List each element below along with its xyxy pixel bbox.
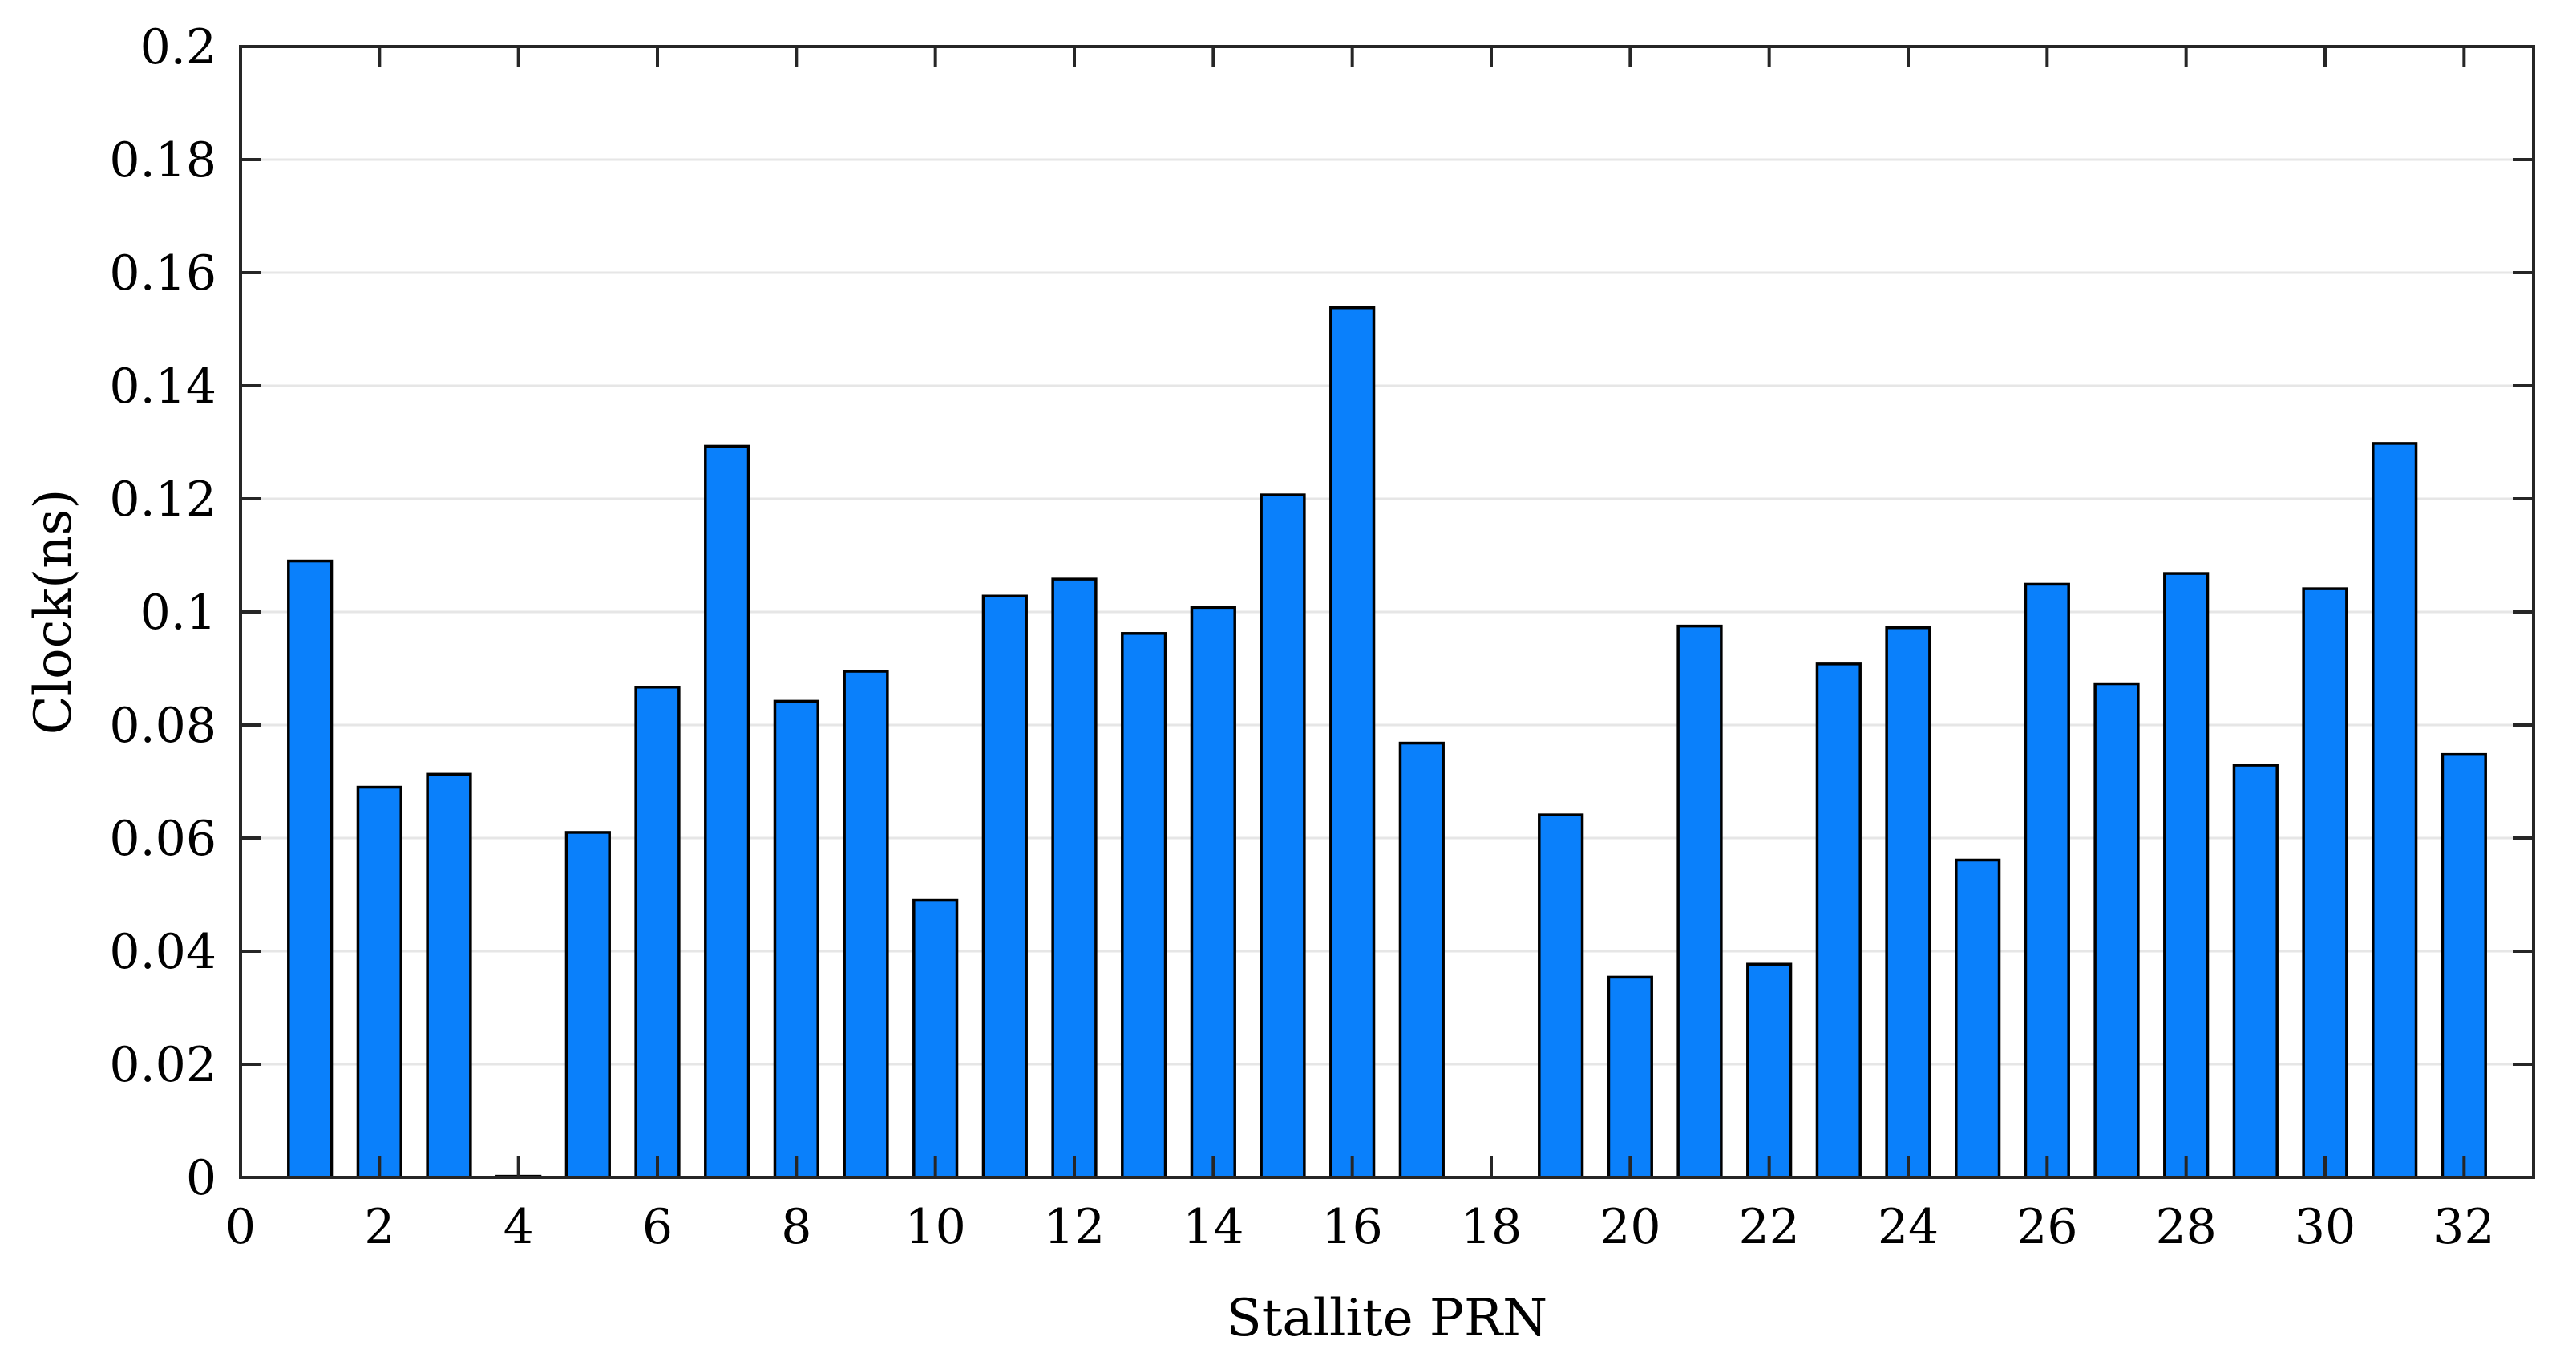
x-tick-label: 10 [904,1199,965,1255]
bar-prn-27 [2093,682,2140,1179]
x-tick-label: 12 [1044,1199,1105,1255]
bar-prn-26 [2024,582,2070,1179]
x-tick-label: 20 [1599,1199,1660,1255]
x-tick-label: 30 [2295,1199,2356,1255]
bar-prn-29 [2232,764,2279,1179]
x-tick-label: 22 [1738,1199,1799,1255]
bar-prn-19 [1538,813,1584,1179]
y-tick-label: 0.2 [140,19,216,75]
x-tick-label: 0 [225,1199,256,1255]
x-tick-label: 2 [364,1199,394,1255]
bar-prn-32 [2441,752,2487,1179]
bar-prn-3 [426,772,472,1179]
x-tick-label: 24 [1878,1199,1939,1255]
y-tick-label: 0.12 [109,472,216,528]
x-tick-labels: 0 2 4 6 8 10 12 14 16 18 20 22 24 26 28 30 32 [225,1199,2495,1255]
bar-prn-8 [773,699,819,1179]
x-tick-label: 16 [1321,1199,1382,1255]
y-tick-label: 0 [186,1150,216,1206]
bar-prn-1 [287,559,334,1179]
bar-prn-2 [356,785,402,1179]
bar-prn-16 [1329,306,1376,1179]
y-tick-label: 0.14 [109,358,216,415]
bar-prn-20 [1607,975,1653,1179]
bar-prn-30 [2302,587,2348,1179]
bar-prn-7 [704,444,750,1179]
y-tick-label: 0.08 [109,698,216,754]
bar-prn-21 [1676,624,1723,1179]
y-tick-label: 0.04 [109,924,216,980]
x-tick-label: 14 [1183,1199,1244,1255]
x-tick-label: 8 [781,1199,811,1255]
y-tick-label: 0.06 [109,811,216,867]
grid-lines [241,158,2534,1066]
bar-prn-9 [843,670,889,1179]
y-tick-labels: 0 0.02 0.04 0.06 0.08 0.1 0.12 0.14 0.16 0.18 0.2 [109,19,216,1206]
bars [287,306,2487,1179]
y-tick-label: 0.1 [140,585,216,641]
bar-prn-25 [1955,858,2001,1179]
bar-prn-11 [981,594,1028,1179]
bar-prn-24 [1885,626,1931,1179]
y-tick-label: 0.16 [109,245,216,302]
y-axis-label: Clock(ns) [24,489,83,735]
bar-prn-14 [1190,606,1236,1179]
x-tick-label: 4 [503,1199,534,1255]
x-tick-label: 26 [2016,1199,2077,1255]
bar-prn-31 [2372,442,2418,1179]
bar-prn-10 [912,898,959,1179]
axis-ticks [239,45,2534,1179]
bar-prn-6 [634,686,681,1179]
bar-prn-12 [1051,577,1098,1179]
x-axis-label: Stallite PRN [1227,1289,1547,1348]
bar-prn-15 [1260,493,1306,1179]
bar-prn-13 [1121,632,1167,1179]
x-tick-label: 6 [642,1199,673,1255]
x-tick-label: 28 [2155,1199,2216,1255]
bar-prn-28 [2163,572,2210,1179]
bar-prn-22 [1746,962,1793,1179]
y-tick-label: 0.02 [109,1037,216,1093]
y-tick-label: 0.18 [109,132,216,188]
bar-prn-5 [564,831,611,1179]
x-tick-label: 32 [2433,1199,2494,1255]
bar-prn-23 [1815,662,1862,1179]
bar-prn-17 [1398,741,1445,1179]
x-tick-label: 18 [1461,1199,1522,1255]
